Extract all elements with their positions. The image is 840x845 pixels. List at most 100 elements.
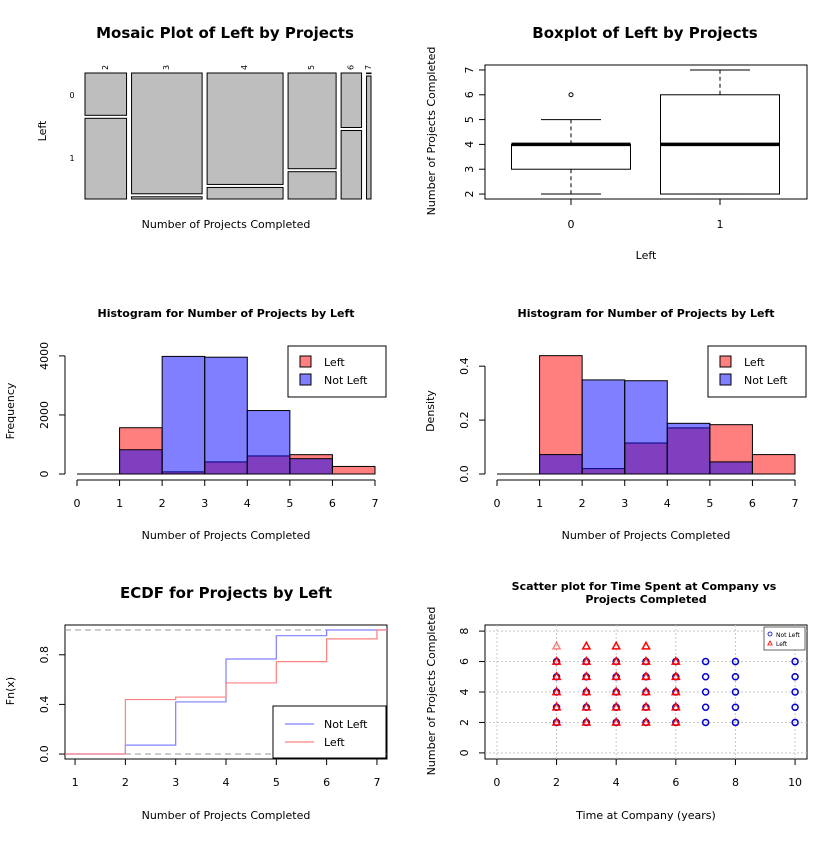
scatter-point-not-left [791, 703, 799, 711]
hist-bar [246, 410, 291, 475]
boxplot-xlabel: Left [636, 249, 657, 262]
mosaic-tile-left [131, 196, 203, 200]
scatter-point-left [581, 716, 592, 726]
y-tick-label: 2 [463, 191, 476, 198]
y-tick-label: 0 [458, 749, 471, 756]
legend-label-left: Left [324, 736, 345, 749]
legend-label-left: Left [324, 356, 345, 369]
hist-freq-legend: Left Not Left [287, 345, 387, 398]
y-tick-label: 7 [463, 66, 476, 73]
mosaic-tile-left [287, 171, 337, 200]
y-tick-label: 0.8 [38, 646, 51, 664]
hist-dens-legend: Left Not Left [707, 345, 807, 398]
legend-label-not-left: Not Left [324, 374, 368, 387]
scatter-point-not-left [791, 657, 799, 666]
x-tick-label: 6 [323, 776, 330, 789]
x-tick-label: 2 [122, 776, 129, 789]
x-tick-label: 3 [172, 776, 179, 789]
x-tick-label: 4 [664, 497, 671, 510]
hist-freq-ylabel: Frequency [4, 382, 17, 439]
scatter-point-left [670, 655, 681, 665]
x-tick-label: 1 [536, 497, 543, 510]
hist-bar [624, 380, 668, 475]
x-tick-label: 4 [613, 776, 620, 789]
scatter-point-not-left [701, 718, 710, 727]
mosaic-tiles: 2 3 4 5 6 7 [84, 65, 373, 200]
mosaic-tile-left [366, 75, 372, 200]
mosaic-category-label: 4 [240, 65, 249, 70]
x-tick-label: 4 [244, 497, 251, 510]
hist-bar [289, 458, 333, 475]
legend-swatch-left [719, 355, 732, 368]
hist-dens-ylabel: Density [424, 390, 437, 432]
hist-bar [161, 355, 206, 475]
boxplot-title: Boxplot of Left by Projects [532, 24, 758, 42]
legend-swatch-not-left [299, 373, 312, 386]
scatter-legend: Not Left Left [763, 626, 806, 651]
scatter-point-left [641, 655, 651, 665]
x-tick-label: 2 [159, 497, 166, 510]
scatter-point-left [641, 686, 651, 696]
ecdf-step-line [65, 629, 387, 755]
boxplot-ylabel: Number of Projects Completed [425, 47, 438, 216]
mosaic-row-label-0: 0 [69, 91, 74, 100]
hist-bar [666, 422, 711, 475]
y-tick-label: 2000 [38, 401, 51, 429]
mosaic-category-label: 7 [364, 65, 373, 70]
x-tick-label: 7 [373, 776, 380, 789]
ecdf-ylabel: Fn(x) [4, 677, 17, 705]
scatter-point-left [551, 686, 562, 696]
mosaic-tile-stay [366, 72, 372, 75]
hist-freq-title: Histogram for Number of Projects by Left [97, 307, 354, 320]
mosaic-tile-left [84, 117, 128, 200]
scatter-point-left [611, 671, 622, 681]
x-tick-label: 7 [372, 497, 379, 510]
x-tick-label: 6 [672, 776, 679, 789]
hist-dens-title: Histogram for Number of Projects by Left [517, 307, 774, 320]
legend-swatch-not-left [719, 373, 732, 386]
scatter-marks: 0 2 4 6 8 10 0 2 4 6 8 [458, 625, 807, 789]
scatter-point-not-left [791, 688, 799, 696]
mosaic-tile-stay [340, 72, 363, 128]
mosaic-panel: Mosaic Plot of Left by Projects Number o… [36, 24, 373, 231]
boxplot-panel: Boxplot of Left by Projects Left Number … [425, 24, 808, 262]
scatter-point-left [611, 686, 622, 696]
legend-swatch-left [299, 355, 312, 368]
legend-label-left: Left [776, 641, 788, 648]
hist-bar [119, 449, 163, 475]
scatter-point-not-left [701, 703, 710, 711]
mosaic-tile-stay [287, 72, 337, 170]
mosaic-tile-left [340, 129, 363, 200]
y-tick-label: 0.4 [458, 357, 471, 375]
scatter-xlabel: Time at Company (years) [575, 809, 716, 822]
mosaic-tile-left [206, 186, 284, 200]
legend-label-not-left: Not Left [776, 632, 800, 639]
x-tick-label: 3 [201, 497, 208, 510]
scatter-point-left [670, 716, 681, 726]
scatter-point-left [641, 716, 651, 726]
scatter-point-left [581, 686, 592, 696]
y-tick-label: 3 [463, 166, 476, 173]
scatter-title-line-1: Scatter plot for Time Spent at Company v… [512, 580, 777, 593]
outlier-point [568, 92, 574, 98]
x-tick-label: 0 [493, 776, 500, 789]
y-tick-label: 6 [463, 91, 476, 98]
scatter-point-not-left [731, 718, 740, 727]
x-tick-label: 5 [286, 497, 293, 510]
hist-bar [751, 454, 796, 475]
scatter-point-not-left [731, 688, 740, 696]
x-tick-label: 6 [329, 497, 336, 510]
x-tick-label: 2 [579, 497, 586, 510]
scatter-point-left [551, 716, 562, 726]
hist-frequency-panel: Histogram for Number of Projects by Left… [4, 307, 387, 542]
hist-bar [204, 356, 248, 475]
hist-bar [709, 461, 753, 475]
x-tick-label: 0 [74, 497, 81, 510]
x-tick-label: 5 [706, 497, 713, 510]
legend-label-not-left: Not Left [324, 718, 368, 731]
y-tick-label: 4 [463, 141, 476, 148]
x-tick-label: 6 [749, 497, 756, 510]
x-tick-label: 3 [621, 497, 628, 510]
scatter-point-left [551, 640, 562, 650]
